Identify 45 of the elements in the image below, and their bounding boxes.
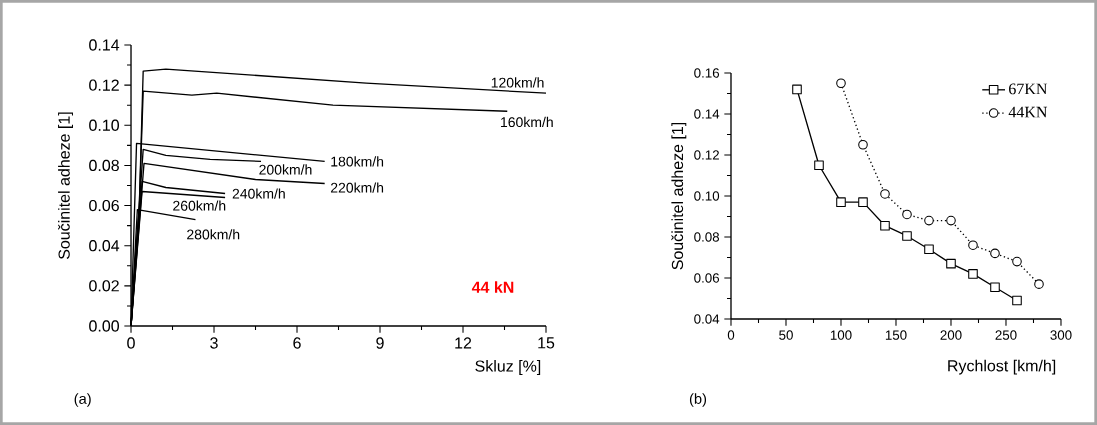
x-tick-label: 50 <box>779 330 793 340</box>
x-tick-label: 9 <box>376 337 384 349</box>
y-axis-title: Součinitel adheze [1] <box>671 122 687 270</box>
y-tick-label: 0.04 <box>89 240 120 252</box>
text: (a) <box>74 393 91 407</box>
y-tick-label: 0.04 <box>694 314 720 324</box>
y-tick-label: 0.08 <box>694 232 720 242</box>
series-label: 280km/h <box>187 229 240 240</box>
y-tick-label: 0.16 <box>694 68 720 78</box>
x-tick-label: 150 <box>885 330 907 340</box>
x-tick-label: 250 <box>995 330 1017 340</box>
x-tick-label: 0 <box>127 337 135 349</box>
y-tick-label: 0.06 <box>694 273 720 283</box>
series-label: 200km/h <box>259 164 312 175</box>
series-label: 180km/h <box>331 156 384 167</box>
y-tick-label: 0.10 <box>694 191 720 201</box>
y-tick-label: 0.10 <box>89 119 120 131</box>
x-tick-label: 0 <box>727 330 735 340</box>
y-tick-label: 0.12 <box>89 79 119 91</box>
y-tick-label: 0.02 <box>89 280 119 292</box>
series-label: 220km/h <box>330 182 384 193</box>
y-tick-label: 0.00 <box>89 320 120 332</box>
series-label: 120km/h <box>491 77 544 88</box>
legend-label: 67KN <box>1009 83 1048 95</box>
x-tick-label: 200 <box>940 330 962 340</box>
series-label: 160km/h <box>501 116 553 128</box>
text: (b) <box>689 393 707 407</box>
series-label: 240km/h <box>232 188 285 199</box>
y-axis-title: Součinitel adheze [1] <box>58 112 73 260</box>
x-tick-label: 6 <box>293 337 301 349</box>
y-tick-label: 0.08 <box>89 159 119 172</box>
y-tick-label: 0.14 <box>89 39 120 51</box>
x-tick-label: 300 <box>1050 330 1072 340</box>
legend-label: 44KN <box>1008 106 1048 118</box>
y-tick-label: 0.14 <box>694 109 720 119</box>
y-tick-label: 0.06 <box>89 199 119 212</box>
x-tick-label: 12 <box>455 337 472 349</box>
x-axis-title: Rychlost [km/h] <box>948 359 1056 375</box>
x-tick-label: 15 <box>538 337 555 349</box>
annotation: 44 kN <box>471 281 514 293</box>
x-tick-label: 3 <box>210 337 218 349</box>
x-axis-title: Skluz [%] <box>475 360 541 375</box>
series-label: 260km/h <box>173 200 226 211</box>
y-tick-label: 0.12 <box>694 150 719 160</box>
x-tick-label: 100 <box>830 330 852 340</box>
